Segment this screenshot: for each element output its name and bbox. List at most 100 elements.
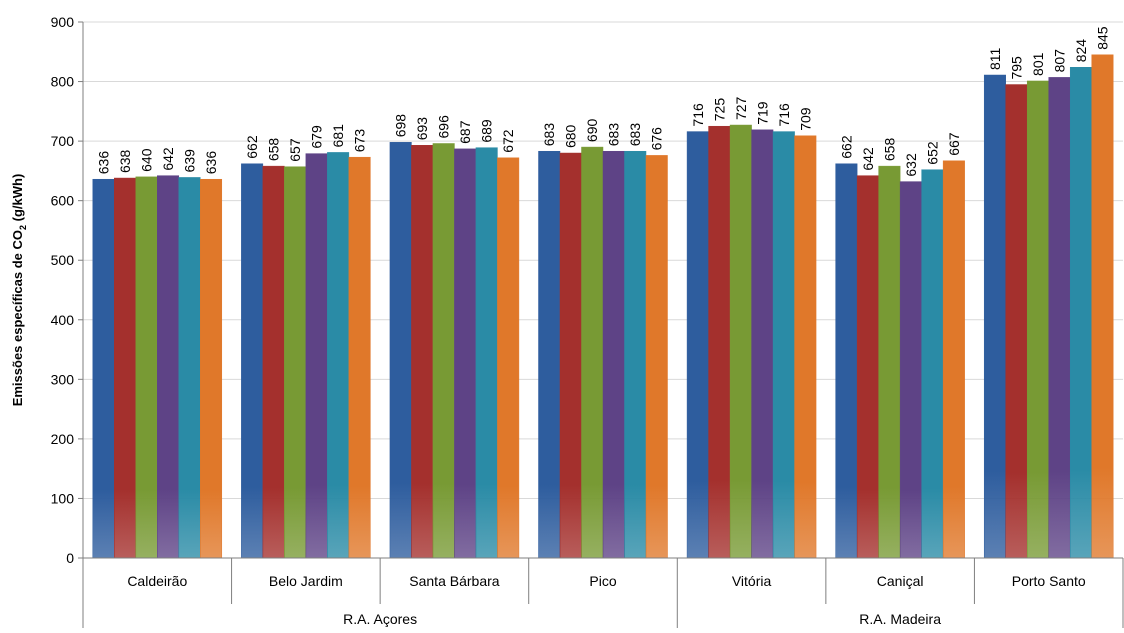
data-label: 683 [627,123,643,147]
bar [921,169,944,559]
bar [794,135,817,559]
bar [559,152,582,559]
data-label: 807 [1051,49,1067,73]
bar [581,146,604,559]
data-label: 696 [436,115,452,139]
y-tick-label: 300 [51,371,75,387]
bar [602,150,625,559]
data-label: 652 [924,141,940,165]
bar [114,177,137,559]
bar [454,148,477,559]
bar [686,131,709,559]
data-label: 683 [606,123,622,147]
y-tick-label: 200 [51,431,75,447]
y-tick-label: 500 [51,252,75,268]
bar [348,156,371,559]
bar [645,155,668,559]
data-label: 811 [987,47,1003,70]
data-label: 725 [711,98,727,122]
category-label: Pico [589,573,616,589]
category-label: Belo Jardim [269,573,343,589]
data-label: 636 [203,151,219,175]
bar [899,181,922,559]
data-label: 679 [309,125,325,149]
bar [1026,80,1049,559]
bar [1048,77,1071,559]
category-label: Porto Santo [1012,573,1086,589]
data-label: 676 [649,127,665,151]
bar [92,178,115,559]
data-label: 638 [117,149,133,173]
bar [475,147,498,559]
bar [305,153,328,559]
bar [497,157,520,559]
y-tick-label: 800 [51,74,75,90]
bar [835,163,858,559]
data-label: 658 [266,138,282,162]
data-label: 690 [584,118,600,142]
bar [983,74,1006,559]
data-label: 680 [563,124,579,148]
bar [432,143,455,559]
bar [772,131,795,559]
bar [729,124,752,559]
data-label: 689 [479,119,495,143]
bar [1091,54,1114,559]
bar [411,145,434,559]
bar [327,152,350,559]
bar [942,160,965,559]
group-label: R.A. Madeira [859,611,941,627]
data-label: 845 [1094,26,1110,50]
category-label: Vitória [732,573,772,589]
data-label: 636 [96,151,112,175]
y-axis: 0 100 200 300 400 500 600 700 800 900 [51,14,84,566]
bar [1069,67,1092,559]
data-label: 683 [541,123,557,147]
bar [241,163,264,559]
data-label: 657 [287,138,303,162]
x-axis: Caldeirão Belo Jardim Santa Bárbara Pico Vit… [82,557,1124,628]
bar [624,150,647,559]
bar [178,177,201,559]
bar [1005,84,1028,559]
y-tick-label: 100 [51,490,75,506]
data-label: 642 [160,147,176,171]
y-tick-label: 900 [51,14,75,30]
y-tick-label: 400 [51,312,75,328]
data-label: 681 [330,124,346,148]
bars [92,54,1114,559]
data-label: 642 [860,147,876,171]
data-label: 801 [1030,52,1046,76]
bar [389,142,412,559]
data-label: 698 [393,114,409,138]
data-label: 673 [352,129,368,153]
bar [856,175,879,559]
category-label: Santa Bárbara [409,573,499,589]
data-label: 662 [244,135,260,159]
data-label: 719 [754,101,770,125]
data-label: 709 [797,107,813,131]
bar [284,166,307,559]
data-labels: 636 638 640 642 639 636 662 658 657 679 681 673 698 6… [96,26,1111,176]
bar [200,178,223,559]
y-axis-title: Emissões específicas de CO2 (g/kWh) [10,174,28,407]
data-label: 639 [182,149,198,173]
y-tick-label: 0 [66,550,74,566]
data-label: 632 [903,153,919,177]
group-label: R.A. Açores [343,611,417,627]
bar [538,150,561,559]
data-label: 727 [733,96,749,120]
data-label: 687 [457,120,473,144]
data-label: 693 [414,117,430,141]
bar [751,129,774,559]
data-label: 795 [1008,56,1024,80]
data-label: 658 [881,138,897,162]
data-label: 662 [838,135,854,159]
data-label: 640 [139,148,155,172]
bar [135,176,158,559]
category-label: Caldeirão [127,573,187,589]
data-label: 672 [500,129,516,153]
bar [262,165,285,559]
data-label: 716 [690,103,706,127]
